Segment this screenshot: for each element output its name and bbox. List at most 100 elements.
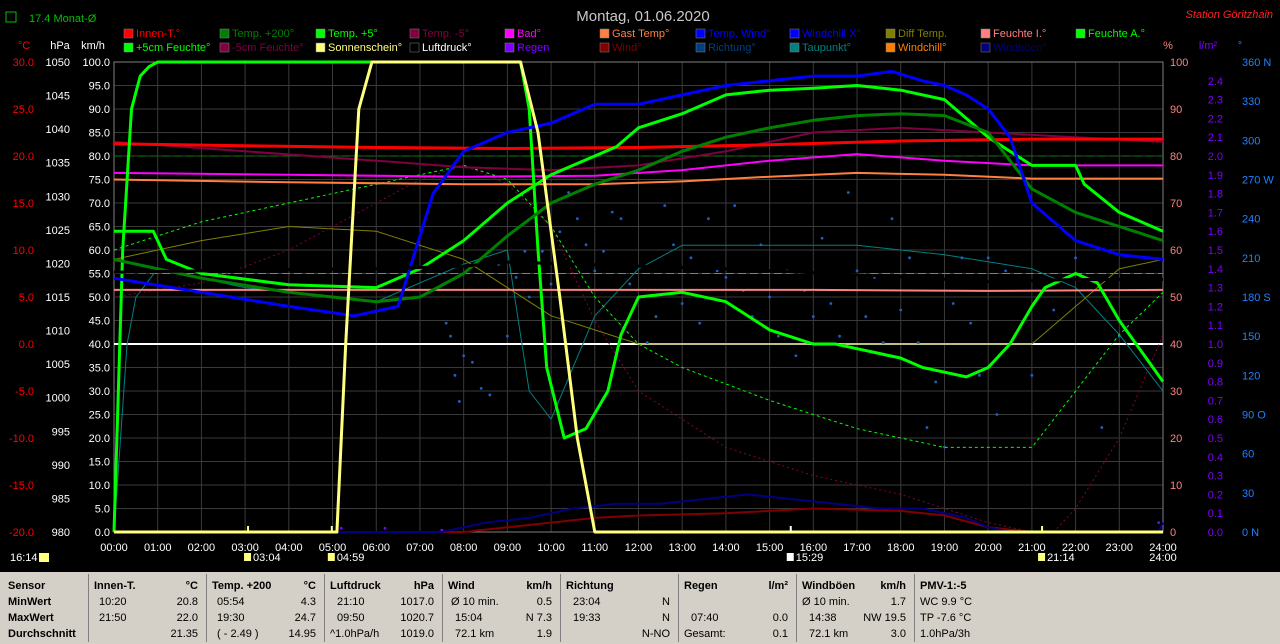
- luftdruck-unit: hPa: [413, 580, 434, 592]
- legend-label: Windchill X°: [802, 28, 861, 40]
- luftdruck-min-value: 1017.0: [400, 596, 434, 608]
- axis-header-degree: °: [1238, 40, 1242, 52]
- scatter-point: [619, 217, 623, 221]
- tick-kmh: 85.0: [89, 128, 110, 140]
- scatter-point: [527, 295, 531, 299]
- legend-label: Taupunkt°: [802, 42, 851, 54]
- scatter-point: [951, 302, 955, 305]
- temp200-max-time: 19:30: [217, 612, 245, 624]
- temp200-header: Temp. +200: [212, 580, 272, 592]
- scatter-point: [794, 354, 798, 358]
- tick-time: 07:00: [406, 542, 434, 554]
- scatter-point: [584, 243, 588, 247]
- pmv-row-3: 1.0hPa/3h: [920, 628, 971, 640]
- stats-row-min: MinWert: [8, 596, 52, 608]
- tick-time: 03:00: [231, 542, 259, 554]
- legend-swatch: [599, 42, 610, 53]
- regen-unit: l/m²: [768, 580, 788, 592]
- luftdruck-header: Luftdruck: [330, 580, 381, 592]
- axis-header-lm2: l/m²: [1199, 40, 1218, 52]
- tick-time: 14:00: [712, 542, 740, 554]
- stats-separator: [796, 574, 797, 642]
- tick-direction: 60: [1242, 449, 1254, 461]
- scatter-point: [1157, 521, 1161, 524]
- tick-hpa: 1050: [46, 57, 70, 69]
- scatter-point: [899, 308, 903, 312]
- tick-temp: -20.0: [9, 527, 34, 539]
- legend-label: Richtung°: [708, 42, 756, 54]
- tick-kmh: 100.0: [82, 57, 110, 69]
- tick-hpa: 1040: [46, 124, 70, 136]
- tick-direction: 120: [1242, 370, 1260, 382]
- series-line: [114, 84, 1164, 290]
- tick-hpa: 990: [52, 460, 70, 472]
- tick-lm2: 1.0: [1208, 339, 1223, 351]
- stats-pmv-column: PMV-1:-5 WC 9.9 °C TP -7.6 °C 1.0hPa/3h: [915, 572, 1065, 644]
- tick-lm2: 0.3: [1208, 471, 1223, 483]
- scatter-point: [567, 191, 570, 194]
- time-marker-icon: [244, 553, 252, 561]
- wind-header: Wind: [448, 580, 475, 592]
- tick-percent: 0: [1170, 527, 1176, 539]
- tick-kmh: 45.0: [89, 316, 110, 328]
- tick-kmh: 10.0: [89, 480, 110, 492]
- tick-hpa: 1010: [46, 326, 70, 338]
- scatter-point: [890, 217, 894, 221]
- tick-direction: 210: [1242, 253, 1260, 265]
- luftdruck-max-value: 1020.7: [400, 612, 434, 624]
- scatter-point: [462, 354, 466, 358]
- tick-time: 11:00: [581, 542, 608, 554]
- wind-avg-value: 1.9: [536, 628, 552, 640]
- scatter-point: [820, 236, 824, 240]
- tick-lm2: 0.8: [1208, 377, 1223, 389]
- pmv-header: PMV-1:-5: [920, 580, 967, 592]
- scatter-point: [733, 204, 737, 208]
- tick-percent: 80: [1170, 151, 1182, 163]
- scatter-point: [558, 230, 562, 234]
- end-time-label: 24:00: [1149, 552, 1177, 564]
- legend-swatch: [789, 42, 800, 53]
- richtung-header: Richtung: [566, 580, 614, 592]
- tick-lm2: 2.1: [1208, 132, 1223, 144]
- tick-kmh: 55.0: [89, 269, 110, 281]
- wind-avg-label: 72.1 km: [455, 628, 495, 640]
- legend-label: -5cm Feuchte°: [232, 42, 304, 54]
- tick-time: 08:00: [450, 542, 478, 554]
- tick-direction: 150: [1242, 331, 1260, 343]
- luftdruck-avg-value: 1019.0: [400, 628, 434, 640]
- scatter-point: [855, 269, 859, 273]
- series-line: [113, 112, 1164, 304]
- tick-lm2: 0.5: [1208, 433, 1223, 445]
- series-line: [113, 137, 1163, 150]
- windboeen-max-value: NW 19.5: [863, 612, 906, 624]
- regen-max-value: 0.0: [772, 612, 788, 624]
- pmv-row-2: TP -7.6 °C: [920, 612, 972, 624]
- tick-hpa: 1000: [46, 393, 70, 405]
- legend-swatch: [695, 42, 706, 53]
- windboeen-unit: km/h: [880, 580, 906, 592]
- wind-max-value: N 7.3: [525, 612, 552, 624]
- tick-hpa: 985: [52, 493, 70, 505]
- scatter-point: [449, 334, 452, 338]
- tick-lm2: 0.7: [1208, 395, 1223, 407]
- luftdruck-min-time: 21:10: [337, 596, 365, 608]
- legend-swatch: [980, 28, 991, 39]
- tick-lm2: 0.6: [1208, 414, 1223, 426]
- scatter-point: [978, 373, 981, 377]
- scatter-point: [829, 302, 833, 305]
- legend-swatch: [885, 28, 896, 39]
- richtung-avg-value: N-NO: [641, 628, 670, 640]
- tick-temp: -10.0: [9, 433, 34, 445]
- tick-lm2: 1.5: [1208, 245, 1223, 257]
- tick-kmh: 20.0: [89, 433, 110, 445]
- scatter-point: [549, 282, 553, 286]
- stats-separator: [442, 574, 443, 642]
- legend-label: Innen-T.°: [136, 28, 180, 40]
- scatter-point: [1004, 269, 1008, 273]
- legend-swatch: [789, 28, 800, 39]
- legend-label: Bad°: [517, 28, 541, 40]
- tick-direction: 0 N: [1242, 527, 1259, 539]
- legend-label: Feuchte A.°: [1088, 28, 1145, 40]
- scatter-point: [457, 400, 461, 403]
- scatter-point: [811, 315, 815, 318]
